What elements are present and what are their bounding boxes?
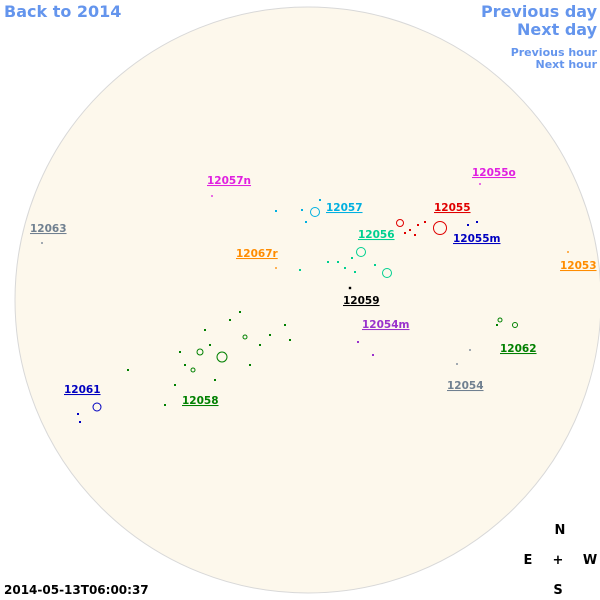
sunspot xyxy=(174,384,176,386)
group-label[interactable]: 12059 xyxy=(343,295,380,307)
group-label[interactable]: 12054 xyxy=(447,380,484,392)
sunspot xyxy=(299,269,301,271)
sunspot xyxy=(229,319,231,321)
sunspot xyxy=(41,242,43,244)
sunspot xyxy=(204,329,206,331)
sunspot xyxy=(357,341,359,343)
group-label[interactable]: 12053 xyxy=(560,260,597,272)
sunspot xyxy=(301,209,303,211)
sunspot xyxy=(512,322,518,328)
compass-east: E xyxy=(524,553,533,568)
sunspot xyxy=(92,402,102,412)
sunspot xyxy=(196,348,204,356)
sunspot xyxy=(305,221,307,223)
sunspot xyxy=(164,404,166,406)
sunspot xyxy=(354,271,356,273)
sunspot xyxy=(216,351,228,363)
sunspot xyxy=(310,207,320,217)
sunspot xyxy=(567,251,569,253)
sunspot xyxy=(269,334,271,336)
sunspot xyxy=(184,364,186,366)
sunspot xyxy=(351,257,353,259)
next-day-link[interactable]: Next day xyxy=(517,20,598,39)
back-link[interactable]: Back to 2014 xyxy=(4,2,121,21)
next-hour-link[interactable]: Next hour xyxy=(536,58,598,71)
group-label[interactable]: 12055m xyxy=(453,233,501,245)
group-label[interactable]: 12054m xyxy=(362,319,410,331)
group-label[interactable]: 12061 xyxy=(64,384,101,396)
sunspot xyxy=(249,364,251,366)
sunspot xyxy=(348,286,352,290)
sunspot xyxy=(456,363,458,365)
sunspot xyxy=(476,221,478,223)
sunspot xyxy=(211,195,213,197)
group-label[interactable]: 12063 xyxy=(30,223,67,235)
sunspot xyxy=(374,264,376,266)
sunspot xyxy=(259,344,261,346)
sunspot xyxy=(417,224,419,226)
sunspot xyxy=(414,234,416,236)
group-label[interactable]: 12055 xyxy=(434,202,471,214)
group-label[interactable]: 12058 xyxy=(182,395,219,407)
sunspot xyxy=(209,344,211,346)
solar-disk xyxy=(14,6,600,594)
sunspot xyxy=(327,261,329,263)
sunspot xyxy=(284,324,286,326)
sunspot xyxy=(356,247,366,257)
group-label[interactable]: 12056 xyxy=(358,229,395,241)
sunspot xyxy=(214,379,216,381)
sunspot xyxy=(337,261,339,263)
timestamp: 2014-05-13T06:00:37 xyxy=(4,583,149,597)
compass-south: S xyxy=(553,583,562,598)
sunspot xyxy=(77,413,79,415)
sunspot xyxy=(467,224,469,226)
group-label[interactable]: 12055o xyxy=(472,167,516,179)
previous-day-link[interactable]: Previous day xyxy=(481,2,598,21)
sunspot xyxy=(433,221,447,235)
sunspot xyxy=(239,311,241,313)
sunspot xyxy=(344,267,346,269)
compass-west: W xyxy=(583,553,597,568)
sunspot xyxy=(396,219,404,227)
sunspot xyxy=(127,369,129,371)
sunspot xyxy=(372,354,374,356)
sunspot xyxy=(382,268,392,278)
sunspot xyxy=(275,210,277,212)
group-label[interactable]: 12067r xyxy=(236,248,279,260)
sunspot xyxy=(242,334,248,340)
sunspot xyxy=(289,339,291,341)
compass-center: + xyxy=(553,553,564,568)
group-label[interactable]: 12057 xyxy=(326,202,363,214)
group-label[interactable]: 12057n xyxy=(207,175,251,187)
sunspot xyxy=(469,349,471,351)
sunspot xyxy=(424,221,426,223)
previous-hour-link[interactable]: Previous hour xyxy=(511,46,598,59)
sunspot xyxy=(79,421,81,423)
sunspot xyxy=(190,367,196,373)
group-label[interactable]: 12062 xyxy=(500,343,537,355)
sunspot xyxy=(496,324,498,326)
sunspot xyxy=(319,199,321,201)
sunspot xyxy=(404,232,406,234)
sunspot xyxy=(479,183,481,185)
sunspot xyxy=(275,267,277,269)
sunspot xyxy=(409,229,411,231)
sunspot xyxy=(497,317,503,323)
compass-north: N xyxy=(555,523,566,538)
sunspot xyxy=(179,351,181,353)
